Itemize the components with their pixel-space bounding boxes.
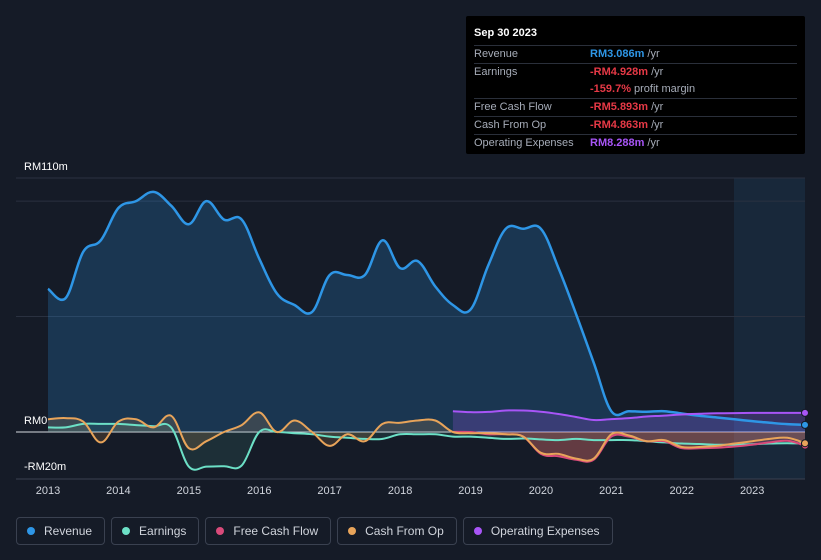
operating-expenses-dot-icon xyxy=(473,527,482,535)
legend: Revenue Earnings Free Cash Flow Cash Fro… xyxy=(16,517,619,545)
series-areas xyxy=(48,191,805,470)
y-axis-label-min: -RM20m xyxy=(24,461,66,473)
tooltip-label: Free Cash Flow xyxy=(474,101,552,113)
cash-from-op-dot-icon xyxy=(348,527,357,535)
tooltip-label: Operating Expenses xyxy=(474,137,574,149)
cash-from-op-area xyxy=(48,412,805,461)
cash-from-op-end-marker xyxy=(801,439,809,448)
x-axis-ticks: 2013 2014 2015 2016 2017 2018 2019 2020 2021 2022… xyxy=(36,485,765,497)
tooltip-value: RM8.288m xyxy=(590,137,645,149)
x-tick-label: 2017 xyxy=(317,485,341,497)
free-cash-flow-dot-icon xyxy=(216,527,225,535)
tooltip-unit: /yr xyxy=(651,119,664,131)
tooltip-label xyxy=(474,81,590,98)
series-lines xyxy=(47,190,806,471)
legend-item-operating-expenses[interactable]: Operating Expenses xyxy=(462,517,613,545)
tooltip-unit: /yr xyxy=(651,66,664,78)
legend-label: Cash From Op xyxy=(365,524,444,538)
tooltip-value: -RM4.928m xyxy=(590,66,649,78)
legend-item-revenue[interactable]: Revenue xyxy=(16,517,106,545)
operating-expenses-line xyxy=(452,409,806,422)
x-tick-label: 2020 xyxy=(529,485,553,497)
legend-item-free-cash-flow[interactable]: Free Cash Flow xyxy=(205,517,332,545)
tooltip-value: -RM4.863m xyxy=(590,119,649,131)
forecast-region xyxy=(734,178,805,479)
tooltip-date: Sep 30 2023 xyxy=(474,27,537,39)
earnings-line xyxy=(47,422,806,471)
cash-from-op-line xyxy=(47,411,806,462)
x-tick-label: 2021 xyxy=(599,485,623,497)
legend-item-cash-from-op[interactable]: Cash From Op xyxy=(337,517,457,545)
legend-label: Free Cash Flow xyxy=(233,524,319,538)
legend-label: Earnings xyxy=(139,524,187,538)
tooltip-label: Earnings xyxy=(474,66,518,78)
tooltip-unit: profit margin xyxy=(633,83,696,95)
x-tick-label: 2014 xyxy=(106,485,130,497)
tooltip-value: RM3.086m xyxy=(590,48,645,60)
tooltip-row-operating-expenses: Operating Expenses RM8.288m /yr xyxy=(474,134,797,152)
tooltip-row-profit-margin: -159.7% profit margin xyxy=(474,81,797,98)
tooltip-unit: /yr xyxy=(647,48,660,60)
tooltip-value: -159.7% xyxy=(590,83,631,95)
revenue-dot-icon xyxy=(27,527,35,535)
revenue-end-marker xyxy=(801,420,809,429)
earnings-dot-icon xyxy=(122,527,131,535)
tooltip-unit: /yr xyxy=(651,101,664,113)
y-axis-label-max: RM110m xyxy=(24,161,68,173)
x-tick-label: 2018 xyxy=(388,485,412,497)
tooltip-row-earnings: Earnings -RM4.928m /yr xyxy=(474,63,797,81)
legend-label: Revenue xyxy=(44,524,93,538)
x-tick-label: 2019 xyxy=(458,485,482,497)
legend-label: Operating Expenses xyxy=(490,524,600,538)
grid-lines xyxy=(16,177,805,480)
operating-expenses-end-marker xyxy=(801,408,809,417)
x-tick-label: 2016 xyxy=(247,485,271,497)
revenue-line xyxy=(47,190,806,427)
operating-expenses-area xyxy=(452,410,805,432)
x-tick-label: 2015 xyxy=(177,485,201,497)
data-tooltip: Sep 30 2023 Revenue RM3.086m /yr Earning… xyxy=(466,16,805,154)
tooltip-label: Cash From Op xyxy=(474,119,547,131)
end-markers xyxy=(801,408,809,450)
revenue-area xyxy=(48,191,805,432)
tooltip-row-cash-from-op: Cash From Op -RM4.863m /yr xyxy=(474,116,797,134)
y-axis-label-zero: RM0 xyxy=(24,415,47,427)
x-tick-label: 2023 xyxy=(740,485,764,497)
tooltip-row-free-cash-flow: Free Cash Flow -RM5.893m /yr xyxy=(474,98,797,116)
tooltip-unit: /yr xyxy=(647,137,660,149)
x-tick-label: 2013 xyxy=(36,485,60,497)
tooltip-label: Revenue xyxy=(474,48,519,60)
tooltip-row-revenue: Revenue RM3.086m /yr xyxy=(474,45,797,63)
legend-item-earnings[interactable]: Earnings xyxy=(111,517,200,545)
tooltip-value: -RM5.893m xyxy=(590,101,649,113)
x-tick-label: 2022 xyxy=(670,485,694,497)
